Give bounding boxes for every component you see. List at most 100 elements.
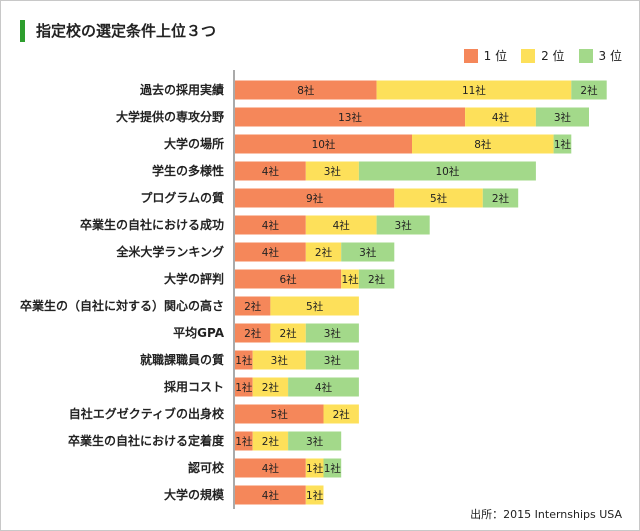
legend-item-2: 2 位 <box>521 47 565 64</box>
bar-segment <box>235 323 271 343</box>
data-label: 3社 <box>324 165 342 178</box>
data-label: 13社 <box>338 111 362 124</box>
category-label: 認可校 <box>188 460 225 475</box>
data-label: 8社 <box>297 84 315 97</box>
data-label: 2社 <box>280 327 298 340</box>
category-label: 自社エグゼクティブの出身校 <box>69 406 225 421</box>
data-label: 4社 <box>262 246 280 259</box>
bar-segment <box>235 431 253 451</box>
bar-segment <box>341 269 359 289</box>
bar-segment <box>482 188 519 208</box>
data-label: 3社 <box>306 435 324 448</box>
bar-segment <box>270 296 359 316</box>
legend-item-3: 3 位 <box>578 47 622 64</box>
bar-segment <box>341 242 395 262</box>
data-label: 4社 <box>262 219 280 232</box>
bar-segment <box>465 107 536 127</box>
data-label: 5社 <box>271 408 289 421</box>
bar-segment <box>358 269 395 289</box>
category-label: 卒業生の自社における成功 <box>80 217 224 232</box>
bar-segment <box>305 485 324 505</box>
bar-segment <box>305 161 359 181</box>
data-label: 4社 <box>262 165 280 178</box>
data-label: 2社 <box>262 381 280 394</box>
data-label: 2社 <box>368 273 386 286</box>
data-label: 5社 <box>430 192 448 205</box>
bar-segment <box>235 242 306 262</box>
bar-segment <box>235 404 324 424</box>
data-label: 3社 <box>271 354 289 367</box>
data-label: 1社 <box>341 273 359 286</box>
data-label: 2社 <box>333 408 351 421</box>
bar-segment <box>235 485 306 505</box>
chart-title: 指定校の選定条件上位３つ <box>36 22 217 40</box>
data-label: 3社 <box>359 246 377 259</box>
bar-segment <box>235 80 377 100</box>
legend-swatch-3 <box>578 48 593 63</box>
category-label: 大学の規模 <box>164 487 225 502</box>
data-label: 1社 <box>306 462 324 475</box>
data-label: 5社 <box>306 300 324 313</box>
data-label: 10社 <box>312 138 336 151</box>
legend-label-2: 2 位 <box>541 49 565 63</box>
bar-segment <box>252 350 306 370</box>
data-label: 11社 <box>462 84 486 97</box>
bar-segment <box>305 350 359 370</box>
bar-segment <box>394 188 483 208</box>
bar-segment <box>235 161 306 181</box>
bar-segment <box>235 296 271 316</box>
bar-segment <box>376 215 430 235</box>
bar-segment <box>235 377 253 397</box>
data-label: 1社 <box>324 462 342 475</box>
bar-segment <box>323 458 342 478</box>
data-label: 3社 <box>554 111 572 124</box>
category-label: 採用コスト <box>164 379 224 394</box>
bar-segment <box>288 431 342 451</box>
bar-segment <box>412 134 554 154</box>
legend-label-1: 1 位 <box>483 49 508 63</box>
data-label: 10社 <box>435 165 459 178</box>
bar-segment <box>270 323 306 343</box>
data-label: 1社 <box>235 435 253 448</box>
bar-segment <box>535 107 589 127</box>
bar-segment <box>235 215 306 235</box>
bar-segment <box>288 377 359 397</box>
data-label: 2社 <box>580 84 598 97</box>
data-label: 4社 <box>262 489 280 502</box>
data-label: 8社 <box>474 138 492 151</box>
legend-swatch-2 <box>521 48 536 63</box>
bar-segment <box>358 161 536 181</box>
bar-segment <box>571 80 607 100</box>
category-label: プログラムの質 <box>140 190 224 205</box>
data-label: 1社 <box>235 381 253 394</box>
data-label: 4社 <box>333 219 351 232</box>
legend-item-1: 1 位 <box>463 47 508 64</box>
data-label: 2社 <box>315 246 333 259</box>
bar-segment <box>235 269 342 289</box>
bar-segment <box>252 431 289 451</box>
data-label: 4社 <box>492 111 510 124</box>
bar-segment <box>235 107 466 127</box>
data-label: 9社 <box>306 192 324 205</box>
data-label: 1社 <box>306 489 324 502</box>
bar-segment <box>305 215 377 235</box>
legend: 1 位 2 位 3 位 <box>463 47 622 64</box>
category-label: 全米大学ランキング <box>115 244 224 259</box>
data-label: 6社 <box>280 273 298 286</box>
bar-segment <box>235 350 253 370</box>
bar-segment <box>235 134 412 154</box>
bar-segment <box>553 134 572 154</box>
category-label: 平均GPA <box>173 325 225 340</box>
bar-segment <box>305 323 359 343</box>
data-label: 4社 <box>262 462 280 475</box>
data-label: 2社 <box>244 300 262 313</box>
bar-segment <box>323 404 359 424</box>
data-label: 3社 <box>395 219 413 232</box>
category-label: 大学の場所 <box>164 136 224 151</box>
data-label: 4社 <box>315 381 333 394</box>
legend-swatch-1 <box>463 48 478 63</box>
category-label: 卒業生の（自社に対する）関心の高さ <box>20 298 224 313</box>
category-label: 就職課職員の質 <box>140 352 224 367</box>
data-label: 3社 <box>324 327 342 340</box>
